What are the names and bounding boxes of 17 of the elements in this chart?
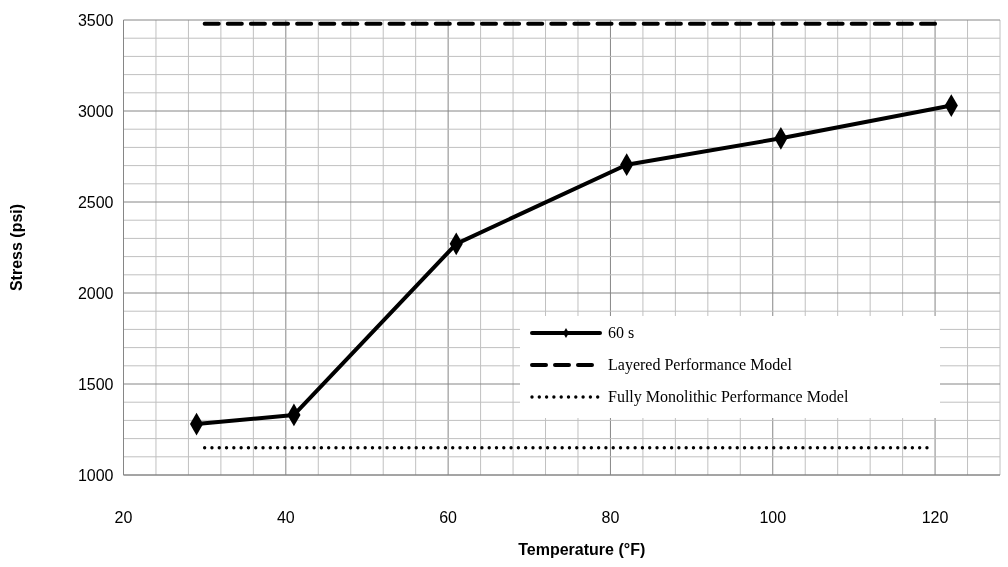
x-tick-label: 20 (114, 509, 133, 526)
legend-label: 60 s (608, 324, 635, 341)
x-tick-label: 120 (921, 509, 949, 526)
y-tick-label: 1500 (77, 376, 114, 393)
x-tick-label: 60 (439, 509, 458, 526)
y-tick-label: 1000 (77, 467, 114, 484)
y-tick-label: 2500 (77, 194, 114, 211)
y-tick-label: 3000 (77, 103, 114, 120)
x-tick-label: 40 (276, 509, 295, 526)
x-axis-title: Temperature (°F) (518, 541, 646, 558)
y-tick-label: 2000 (77, 285, 114, 302)
y-tick-label: 3500 (77, 12, 114, 29)
x-tick-label: 100 (759, 509, 787, 526)
y-axis-title: Stress (psi) (8, 203, 25, 292)
legend-label: Fully Monolithic Performance Model (608, 388, 849, 406)
legend-label: Layered Performance Model (608, 356, 793, 374)
x-tick-label: 80 (601, 509, 620, 526)
